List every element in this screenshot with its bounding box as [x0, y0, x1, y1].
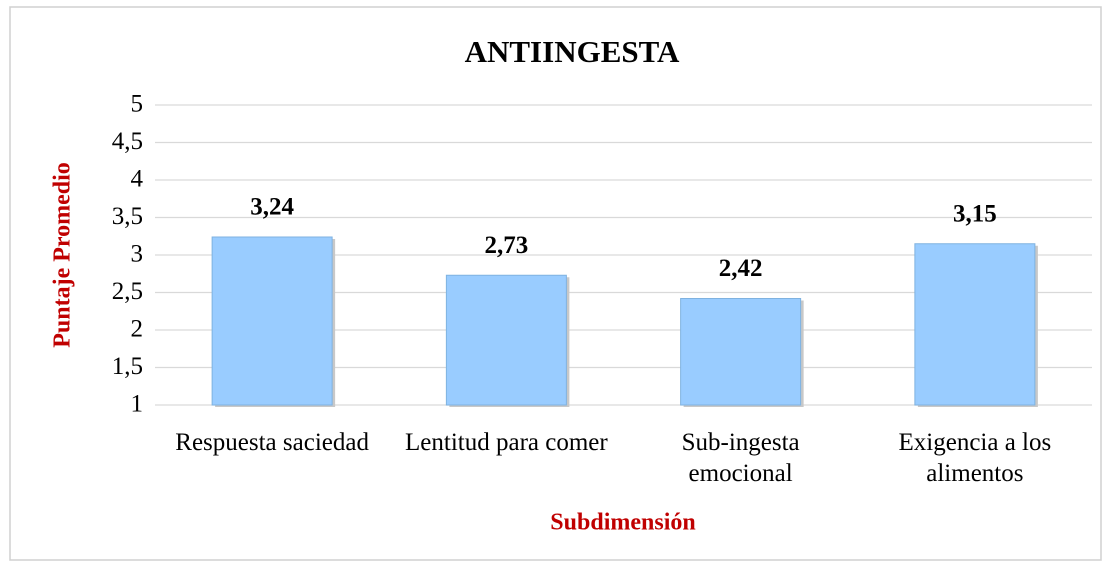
bar — [680, 298, 802, 406]
y-tick-label: 4 — [131, 166, 144, 193]
x-tick-label: Sub-ingesta emocional — [681, 429, 800, 487]
y-tick-label: 3,5 — [112, 203, 143, 230]
y-tick-label: 1 — [131, 391, 144, 418]
y-tick-label: 2,5 — [112, 278, 143, 305]
data-label: 3,15 — [953, 200, 997, 227]
y-tick-label: 1,5 — [112, 353, 143, 380]
x-tick-label: Respuesta saciedad — [175, 429, 369, 456]
x-axis-label: Subdimensión — [550, 510, 695, 536]
chart-title: ANTIINGESTA — [465, 34, 680, 69]
bar — [445, 274, 567, 406]
x-tick-label: Exigencia a los alimentos — [898, 429, 1052, 487]
bar — [914, 243, 1036, 406]
data-label: 2,73 — [485, 232, 529, 259]
data-label: 2,42 — [719, 255, 763, 282]
bar — [211, 236, 333, 406]
y-tick-label: 4,5 — [112, 128, 143, 155]
y-tick-label: 3 — [131, 241, 144, 268]
x-tick-label: Lentitud para comer — [405, 429, 608, 456]
y-tick-label: 5 — [131, 91, 144, 118]
y-axis-label: Puntaje Promedio — [50, 162, 76, 348]
y-tick-label: 2 — [131, 316, 144, 343]
data-label: 3,24 — [250, 194, 294, 221]
